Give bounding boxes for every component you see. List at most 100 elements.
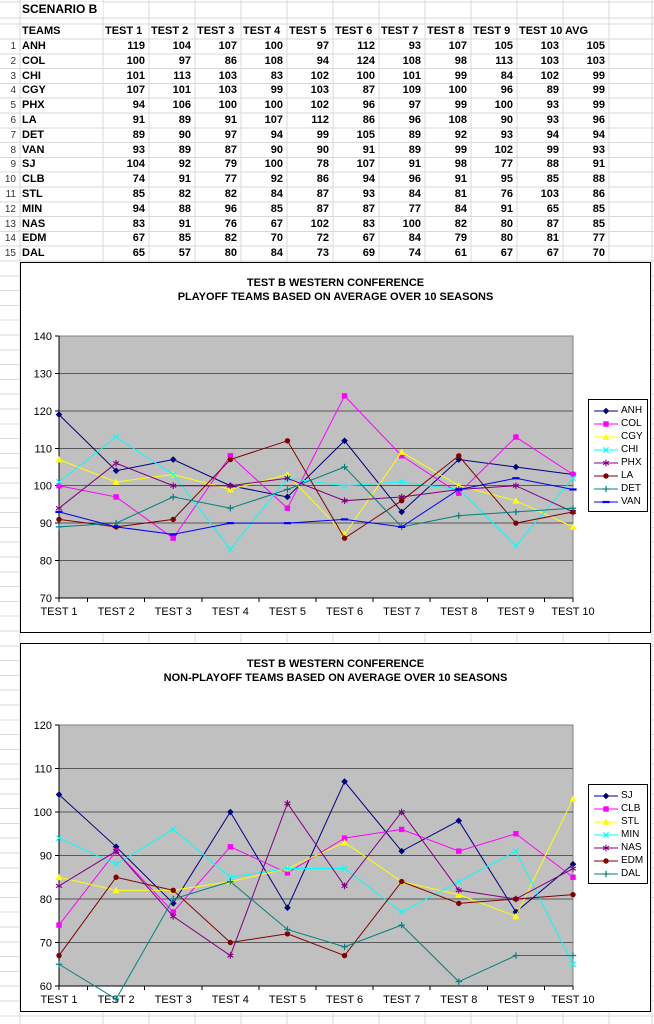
value-cell[interactable]: 103 — [310, 84, 329, 97]
value-cell[interactable]: 104 — [126, 158, 145, 171]
value-cell[interactable]: 87 — [362, 202, 375, 215]
value-cell[interactable]: 65 — [546, 202, 559, 215]
value-cell[interactable]: 76 — [500, 188, 513, 200]
header-cell-test-8[interactable]: TEST 8 — [427, 25, 465, 37]
value-cell[interactable]: 99 — [316, 128, 329, 141]
value-cell[interactable]: 74 — [408, 247, 421, 260]
avg-cell[interactable]: 85 — [592, 202, 605, 215]
value-cell[interactable]: 87 — [224, 143, 237, 156]
value-cell[interactable]: 100 — [494, 99, 513, 112]
value-cell[interactable]: 93 — [408, 40, 421, 52]
avg-cell[interactable]: 99 — [592, 69, 605, 82]
value-cell[interactable]: 97 — [408, 99, 421, 112]
value-cell[interactable]: 99 — [270, 84, 283, 97]
avg-cell[interactable]: 103 — [586, 54, 605, 67]
value-cell[interactable]: 90 — [178, 128, 191, 141]
team-cell-sj[interactable]: SJ — [22, 158, 36, 171]
value-cell[interactable]: 80 — [500, 217, 513, 230]
value-cell[interactable]: 94 — [316, 54, 329, 67]
value-cell[interactable]: 113 — [495, 54, 513, 67]
value-cell[interactable]: 103 — [218, 69, 237, 82]
value-cell[interactable]: 101 — [402, 69, 421, 82]
header-cell-test-4[interactable]: TEST 4 — [243, 25, 281, 37]
value-cell[interactable]: 83 — [132, 217, 145, 230]
value-cell[interactable]: 107 — [356, 158, 375, 171]
value-cell[interactable]: 103 — [540, 188, 559, 200]
value-cell[interactable]: 92 — [454, 128, 467, 141]
value-cell[interactable]: 99 — [454, 69, 467, 82]
team-cell-chi[interactable]: CHI — [22, 69, 41, 82]
value-cell[interactable]: 107 — [448, 40, 467, 52]
value-cell[interactable]: 100 — [356, 69, 375, 82]
avg-cell[interactable]: 96 — [592, 114, 605, 126]
value-cell[interactable]: 103 — [540, 40, 559, 52]
header-cell-test-9[interactable]: TEST 9 — [473, 25, 511, 37]
value-cell[interactable]: 84 — [270, 188, 283, 200]
value-cell[interactable]: 84 — [454, 202, 467, 215]
team-cell-nas[interactable]: NAS — [22, 217, 46, 230]
value-cell[interactable]: 91 — [408, 158, 421, 171]
value-cell[interactable]: 86 — [224, 54, 237, 67]
value-cell[interactable]: 67 — [270, 217, 283, 230]
value-cell[interactable]: 102 — [310, 69, 329, 82]
value-cell[interactable]: 97 — [224, 128, 237, 141]
value-cell[interactable]: 102 — [494, 143, 513, 156]
value-cell[interactable]: 88 — [546, 158, 559, 171]
row-number[interactable]: 3 — [10, 70, 16, 82]
value-cell[interactable]: 94 — [546, 128, 559, 141]
value-cell[interactable]: 96 — [408, 114, 421, 126]
value-cell[interactable]: 108 — [402, 54, 421, 67]
value-cell[interactable]: 85 — [546, 173, 559, 186]
avg-cell[interactable]: 99 — [592, 99, 605, 112]
value-cell[interactable]: 89 — [408, 143, 421, 156]
value-cell[interactable]: 100 — [264, 99, 283, 112]
value-cell[interactable]: 100 — [218, 99, 237, 112]
value-cell[interactable]: 79 — [224, 158, 237, 171]
value-cell[interactable]: 76 — [224, 217, 237, 230]
team-cell-det[interactable]: DET — [22, 128, 44, 141]
value-cell[interactable]: 81 — [546, 232, 559, 245]
value-cell[interactable]: 91 — [178, 217, 191, 230]
value-cell[interactable]: 91 — [500, 202, 513, 215]
value-cell[interactable]: 85 — [178, 232, 191, 245]
value-cell[interactable]: 100 — [264, 158, 283, 171]
value-cell[interactable]: 103 — [218, 84, 237, 97]
row-number[interactable]: 11 — [5, 189, 16, 200]
value-cell[interactable]: 107 — [218, 40, 237, 52]
value-cell[interactable]: 61 — [454, 247, 467, 260]
value-cell[interactable]: 107 — [126, 84, 145, 97]
value-cell[interactable]: 124 — [356, 54, 375, 67]
playoff-chart[interactable]: 70 80 90 100 110 120 130 140 TEST 1 TEST 2 TEST 3 T… — [20, 262, 651, 633]
avg-cell[interactable]: 86 — [592, 188, 605, 200]
value-cell[interactable]: 102 — [540, 69, 559, 82]
row-number[interactable]: 4 — [10, 85, 16, 97]
avg-cell[interactable]: 94 — [592, 128, 605, 141]
value-cell[interactable]: 87 — [546, 217, 559, 230]
value-cell[interactable]: 82 — [224, 188, 237, 200]
row-number[interactable]: 10 — [4, 174, 16, 186]
value-cell[interactable]: 94 — [132, 202, 145, 215]
value-cell[interactable]: 91 — [454, 173, 467, 186]
value-cell[interactable]: 94 — [270, 128, 283, 141]
value-cell[interactable]: 83 — [362, 217, 375, 230]
value-cell[interactable]: 93 — [132, 143, 145, 156]
value-cell[interactable]: 94 — [132, 99, 145, 112]
value-cell[interactable]: 87 — [316, 188, 329, 200]
value-cell[interactable]: 84 — [408, 188, 421, 200]
value-cell[interactable]: 82 — [454, 217, 467, 230]
value-cell[interactable]: 98 — [454, 54, 467, 67]
value-cell[interactable]: 77 — [500, 158, 513, 171]
value-cell[interactable]: 57 — [178, 247, 191, 260]
value-cell[interactable]: 90 — [270, 143, 283, 156]
value-cell[interactable]: 109 — [402, 84, 421, 97]
row-number[interactable]: 5 — [10, 100, 16, 112]
value-cell[interactable]: 77 — [224, 173, 237, 186]
value-cell[interactable]: 97 — [178, 54, 191, 67]
team-cell-dal[interactable]: DAL — [22, 247, 45, 260]
row-number[interactable]: 6 — [10, 115, 16, 126]
value-cell[interactable]: 84 — [270, 247, 283, 260]
value-cell[interactable]: 90 — [316, 143, 329, 156]
value-cell[interactable]: 74 — [132, 173, 145, 186]
value-cell[interactable]: 108 — [448, 114, 467, 126]
value-cell[interactable]: 93 — [500, 128, 513, 141]
